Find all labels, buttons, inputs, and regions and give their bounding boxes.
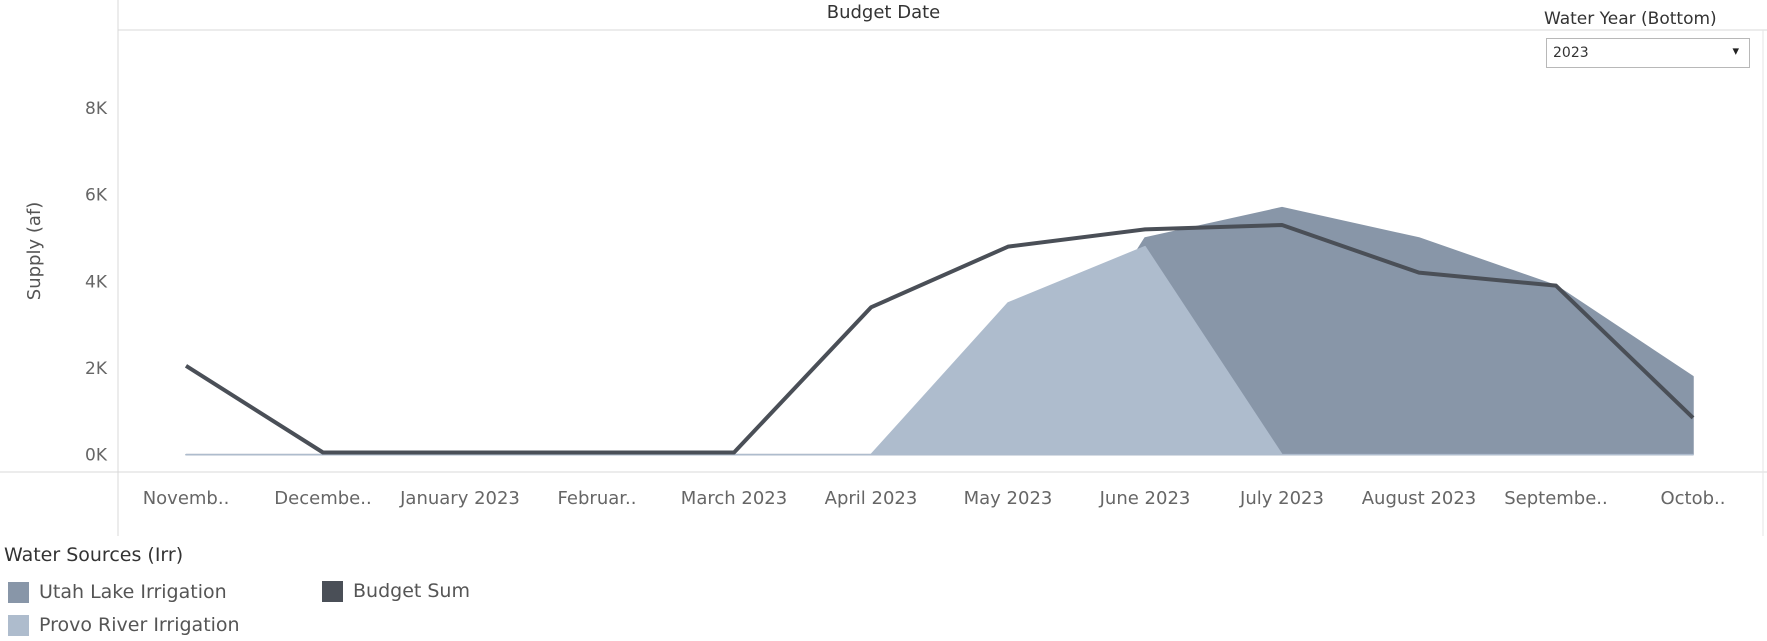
y-tick-label: 6K bbox=[85, 186, 108, 206]
legend-title: Water Sources (Irr) bbox=[4, 544, 184, 566]
chevron-down-icon: ▾ bbox=[1732, 44, 1739, 59]
x-tick-label: March 2023 bbox=[681, 488, 787, 509]
legend-label: Budget Sum bbox=[353, 580, 470, 602]
x-tick-label: August 2023 bbox=[1362, 488, 1477, 509]
x-tick-label: July 2023 bbox=[1239, 488, 1324, 509]
x-tick-label: Novemb.. bbox=[143, 488, 230, 509]
x-tick-label: Decembe.. bbox=[274, 488, 371, 509]
y-tick-label: 4K bbox=[85, 272, 108, 292]
x-tick-label: January 2023 bbox=[399, 488, 520, 509]
chart-title: Budget Date bbox=[826, 2, 941, 23]
water-year-dropdown[interactable]: 2023 ▾ bbox=[1546, 38, 1750, 68]
x-tick-label: Februar.. bbox=[558, 488, 637, 509]
legend-item-budget-sum[interactable]: Budget Sum bbox=[322, 580, 470, 602]
x-tick-label: April 2023 bbox=[825, 488, 918, 509]
legend-label: Provo River Irrigation bbox=[39, 614, 240, 636]
water-year-filter-label: Water Year (Bottom) bbox=[1544, 9, 1717, 29]
chart-areas bbox=[185, 206, 1694, 456]
legend-swatch bbox=[8, 614, 29, 636]
chart-frame bbox=[0, 0, 1767, 536]
x-tick-label: Octob.. bbox=[1660, 488, 1725, 509]
legend-swatch bbox=[8, 581, 29, 603]
y-tick-label: 8K bbox=[85, 99, 108, 119]
y-tick-label: 0K bbox=[85, 446, 108, 466]
x-axis: Novemb.. Decembe.. January 2023 Februar.. Ma… bbox=[143, 488, 1726, 509]
x-tick-label: May 2023 bbox=[964, 488, 1053, 509]
y-tick-label: 2K bbox=[85, 359, 108, 379]
legend-label: Utah Lake Irrigation bbox=[39, 581, 227, 603]
line-budget-sum bbox=[184, 223, 1695, 455]
chart-lines bbox=[184, 223, 1695, 455]
y-axis-title: Supply (af) bbox=[24, 202, 45, 300]
legend-swatch bbox=[322, 580, 343, 602]
water-year-selected-value: 2023 bbox=[1553, 45, 1589, 61]
y-axis: 0K 2K 4K 6K 8K Supply (af) bbox=[24, 99, 108, 466]
x-tick-label: June 2023 bbox=[1099, 488, 1191, 509]
x-tick-label: Septembe.. bbox=[1504, 488, 1608, 509]
legend-item-provo-river[interactable]: Provo River Irrigation bbox=[8, 614, 240, 636]
legend-item-utah-lake[interactable]: Utah Lake Irrigation bbox=[8, 581, 227, 603]
